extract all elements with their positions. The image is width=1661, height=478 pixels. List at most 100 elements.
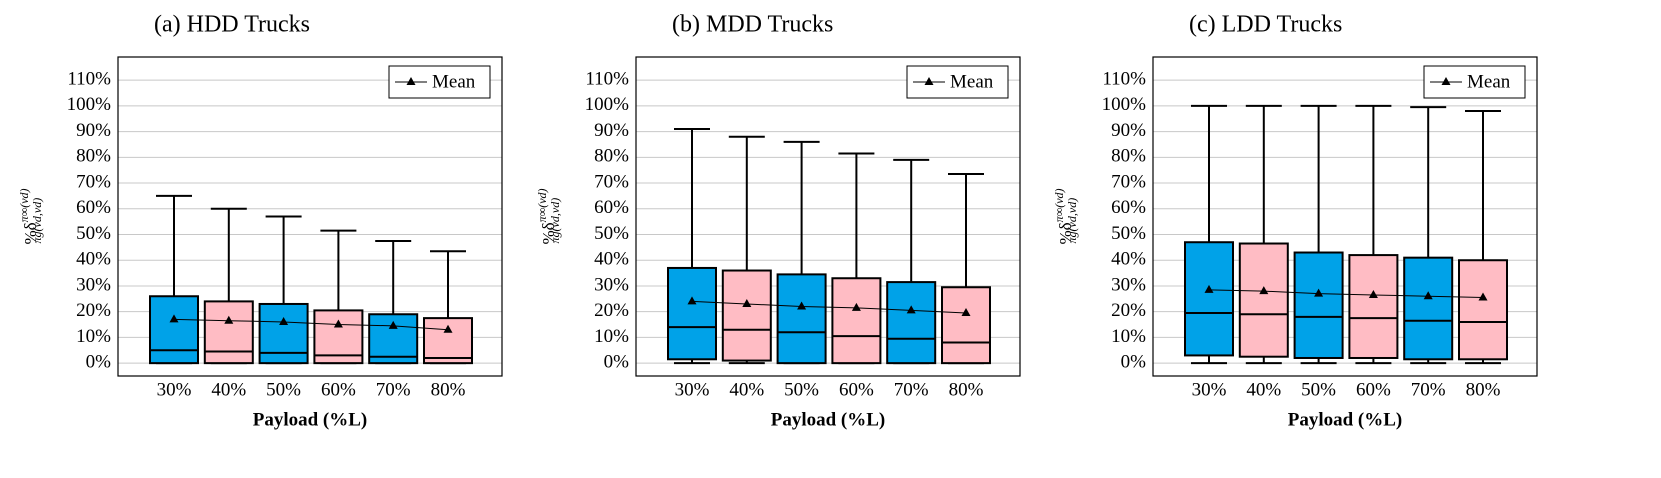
- box: [1238, 242, 1289, 358]
- box: [1293, 251, 1344, 359]
- y-label-sup: π∞(vd): [17, 188, 31, 222]
- x-tick-label: 80%: [1466, 379, 1501, 400]
- y-tick-label: 50%: [76, 223, 111, 244]
- mean-marker: [851, 302, 861, 311]
- mean-marker: [1204, 284, 1214, 293]
- mean-marker: [443, 324, 453, 333]
- box: [831, 277, 882, 365]
- y-tick-label: 90%: [594, 120, 629, 141]
- mean-marker: [797, 301, 807, 310]
- box: [203, 300, 254, 365]
- y-tick-label: 20%: [76, 300, 111, 321]
- x-tick-label: 80%: [949, 379, 984, 400]
- y-label-base: %δ: [21, 222, 40, 244]
- box: [941, 286, 991, 365]
- mean-line: [1208, 289, 1484, 299]
- x-axis-label: Payload (%L): [771, 409, 886, 430]
- box: [721, 269, 772, 362]
- x-tick-label: 50%: [1301, 379, 1336, 400]
- legend-marker: [406, 77, 416, 85]
- mean-marker: [1314, 288, 1324, 297]
- legend-label: Mean: [1467, 71, 1511, 92]
- y-tick-label: 20%: [1111, 300, 1146, 321]
- y-tick-label: 110%: [67, 69, 111, 90]
- y-tick-label: 10%: [1111, 326, 1146, 347]
- y-tick-label: 50%: [594, 223, 629, 244]
- y-tick-label: 40%: [1111, 249, 1146, 270]
- y-label-sup: π∞(vd): [535, 188, 549, 222]
- x-tick-label: 40%: [729, 379, 764, 400]
- y-label-sub: πg(vd,vd): [1065, 198, 1079, 244]
- x-tick-label: 40%: [1246, 379, 1281, 400]
- legend-label: Mean: [950, 71, 994, 92]
- mean-line: [691, 300, 967, 314]
- mean-marker: [169, 314, 179, 323]
- mean-marker: [1368, 289, 1378, 298]
- subplot: (b) MDD Trucks 0% 10% 20% 30% 40% 50% 60% 70% 80%…: [535, 12, 1021, 430]
- chart-title: (b) MDD Trucks: [672, 12, 833, 38]
- box: [149, 295, 199, 365]
- y-tick-label: 30%: [1111, 274, 1146, 295]
- y-tick-label: 70%: [1111, 171, 1146, 192]
- mean-marker: [279, 316, 289, 325]
- y-tick-label: 80%: [1111, 146, 1146, 167]
- x-tick-label: 30%: [675, 379, 710, 400]
- x-axis-label: Payload (%L): [1288, 409, 1403, 430]
- chart-title: (c) LDD Trucks: [1189, 12, 1342, 38]
- box: [1184, 241, 1234, 357]
- chart-title: (a) HDD Trucks: [154, 12, 310, 38]
- plot-frame: [635, 56, 1021, 377]
- x-tick-label: 60%: [1356, 379, 1391, 400]
- y-label-sub: πg(vd,vd): [30, 198, 44, 244]
- mean-line: [173, 318, 449, 331]
- box: [886, 281, 937, 365]
- x-tick-label: 60%: [321, 379, 356, 400]
- mean-marker: [1259, 286, 1269, 295]
- x-tick-label: 40%: [211, 379, 246, 400]
- y-tick-label: 40%: [76, 249, 111, 270]
- y-tick-label: 30%: [594, 274, 629, 295]
- y-label-sup: π∞(vd): [1052, 188, 1066, 222]
- y-tick-label: 60%: [594, 197, 629, 218]
- legend-marker: [1441, 77, 1451, 85]
- plot-frame: [117, 56, 503, 377]
- mean-marker: [388, 320, 398, 329]
- mean-marker: [224, 315, 234, 324]
- y-axis-label: %δπ∞(vd)πg(vd,vd): [535, 188, 562, 244]
- plot-frame: [1152, 56, 1538, 377]
- x-tick-label: 70%: [894, 379, 929, 400]
- x-tick-label: 80%: [431, 379, 466, 400]
- y-tick-label: 0%: [1121, 351, 1147, 372]
- y-label-base: %δ: [1056, 222, 1075, 244]
- y-tick-label: 90%: [76, 120, 111, 141]
- legend-label: Mean: [432, 71, 476, 92]
- y-tick-label: 60%: [1111, 197, 1146, 218]
- legend-marker: [924, 77, 934, 85]
- mean-marker: [1423, 291, 1433, 300]
- subplot: (a) HDD Trucks 0% 10% 20% 30% 40% 50% 60% 70% 80%…: [17, 12, 503, 430]
- y-tick-label: 110%: [1102, 69, 1146, 90]
- y-label-sub: πg(vd,vd): [548, 198, 562, 244]
- y-label-base: %δ: [539, 222, 558, 244]
- y-tick-label: 100%: [1102, 94, 1147, 115]
- x-tick-label: 30%: [157, 379, 192, 400]
- x-tick-label: 70%: [376, 379, 411, 400]
- y-tick-label: 80%: [76, 146, 111, 167]
- box: [1458, 259, 1508, 361]
- x-axis-label: Payload (%L): [253, 409, 368, 430]
- y-tick-label: 100%: [585, 94, 630, 115]
- y-tick-label: 90%: [1111, 120, 1146, 141]
- box: [1348, 254, 1399, 359]
- y-axis-label: %δπ∞(vd)πg(vd,vd): [1052, 188, 1079, 244]
- mean-marker: [1478, 292, 1488, 301]
- mean-marker: [742, 298, 752, 307]
- y-axis-label: %δπ∞(vd)πg(vd,vd): [17, 188, 44, 244]
- mean-marker: [961, 307, 971, 316]
- y-tick-label: 70%: [594, 171, 629, 192]
- y-tick-label: 80%: [594, 146, 629, 167]
- y-tick-label: 50%: [1111, 223, 1146, 244]
- box: [258, 302, 309, 365]
- y-tick-label: 110%: [585, 69, 629, 90]
